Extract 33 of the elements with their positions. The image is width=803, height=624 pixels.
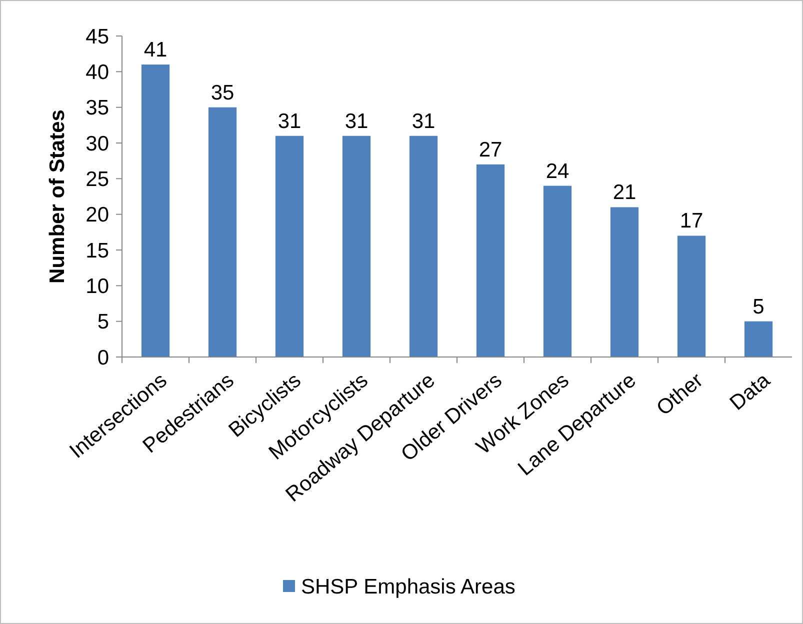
bar — [543, 186, 572, 357]
y-tick-label: 15 — [86, 239, 109, 262]
data-label: 17 — [680, 210, 704, 233]
data-label: 31 — [344, 110, 368, 133]
legend-label: SHSP Emphasis Areas — [301, 575, 516, 598]
bar — [409, 136, 438, 357]
data-label: 35 — [210, 81, 234, 104]
y-tick-label: 10 — [86, 275, 109, 298]
bar — [208, 107, 237, 357]
bar — [677, 236, 706, 357]
bar — [610, 207, 639, 357]
bar — [275, 136, 304, 357]
y-tick-label: 0 — [97, 346, 109, 370]
y-tick-label: 25 — [86, 168, 109, 192]
y-tick-label: 20 — [86, 204, 109, 227]
y-tick-label: 40 — [86, 61, 109, 84]
data-label: 27 — [478, 138, 502, 162]
data-label: 24 — [546, 160, 570, 183]
y-tick-label: 30 — [86, 132, 109, 156]
data-label: 5 — [752, 295, 764, 318]
x-tick-label: Data — [726, 368, 775, 415]
y-tick-label: 45 — [86, 25, 109, 48]
y-axis-title: Number of States — [46, 110, 69, 284]
bar — [342, 136, 371, 357]
bar — [141, 64, 170, 357]
data-label: 41 — [144, 38, 168, 62]
y-tick-label: 35 — [86, 96, 109, 120]
bar — [476, 164, 505, 357]
bar — [744, 321, 773, 357]
data-label: 21 — [612, 181, 636, 204]
data-label: 31 — [412, 110, 436, 133]
y-tick-label: 5 — [97, 310, 109, 334]
data-label: 31 — [278, 110, 302, 133]
